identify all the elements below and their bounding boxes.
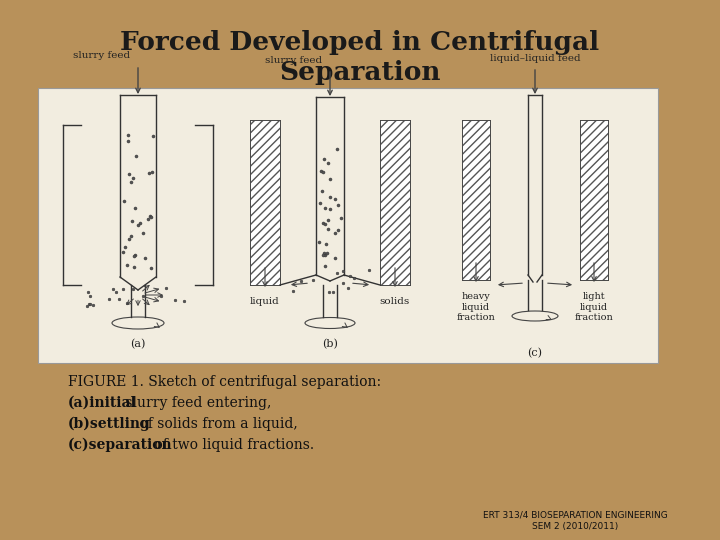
Text: (c): (c) bbox=[528, 348, 542, 359]
Text: (a): (a) bbox=[130, 339, 145, 349]
Text: ERT 313/4 BIOSEPARATION ENGINEERING: ERT 313/4 BIOSEPARATION ENGINEERING bbox=[482, 510, 667, 519]
Bar bbox=[38, 88, 658, 363]
Text: liquid–liquid feed: liquid–liquid feed bbox=[490, 54, 580, 63]
Text: slurry feed: slurry feed bbox=[73, 51, 130, 60]
Bar bbox=[462, 120, 490, 280]
Text: slurry feed entering,: slurry feed entering, bbox=[121, 396, 271, 410]
Text: (b)settling: (b)settling bbox=[68, 417, 150, 431]
Text: solids: solids bbox=[380, 297, 410, 306]
Text: slurry feed: slurry feed bbox=[265, 56, 322, 65]
Text: (b): (b) bbox=[322, 339, 338, 349]
Text: heavy
liquid
fraction: heavy liquid fraction bbox=[456, 292, 495, 322]
Text: (a)initial: (a)initial bbox=[68, 396, 137, 410]
Text: FIGURE 1. Sketch of centrifugal separation:: FIGURE 1. Sketch of centrifugal separati… bbox=[68, 375, 381, 389]
Text: liquid: liquid bbox=[250, 297, 280, 306]
Text: Separation: Separation bbox=[279, 60, 441, 85]
Text: of two liquid fractions.: of two liquid fractions. bbox=[150, 438, 314, 452]
Bar bbox=[580, 120, 608, 280]
Text: (c)separation: (c)separation bbox=[68, 438, 173, 453]
Text: Forced Developed in Centrifugal: Forced Developed in Centrifugal bbox=[120, 30, 600, 55]
Bar bbox=[380, 120, 410, 285]
Bar bbox=[250, 120, 280, 285]
Text: light
liquid
fraction: light liquid fraction bbox=[575, 292, 613, 322]
Text: SEM 2 (2010/2011): SEM 2 (2010/2011) bbox=[532, 522, 618, 531]
Text: of solids from a liquid,: of solids from a liquid, bbox=[135, 417, 298, 431]
